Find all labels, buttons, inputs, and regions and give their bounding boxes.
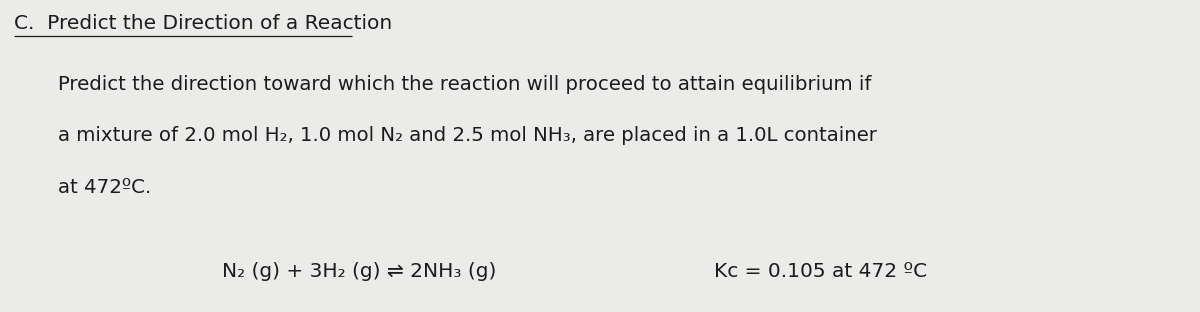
Text: C.  Predict the Direction of a Reaction: C. Predict the Direction of a Reaction <box>14 14 392 33</box>
Text: Kc = 0.105 at 472 ºC: Kc = 0.105 at 472 ºC <box>714 262 928 281</box>
Text: Predict the direction toward which the reaction will proceed to attain equilibri: Predict the direction toward which the r… <box>58 75 871 94</box>
Text: a mixture of 2.0 mol H₂, 1.0 mol N₂ and 2.5 mol NH₃, are placed in a 1.0L contai: a mixture of 2.0 mol H₂, 1.0 mol N₂ and … <box>58 126 876 145</box>
Text: N₂ (g) + 3H₂ (g) ⇌ 2NH₃ (g): N₂ (g) + 3H₂ (g) ⇌ 2NH₃ (g) <box>222 262 497 281</box>
Text: at 472ºC.: at 472ºC. <box>58 178 151 197</box>
